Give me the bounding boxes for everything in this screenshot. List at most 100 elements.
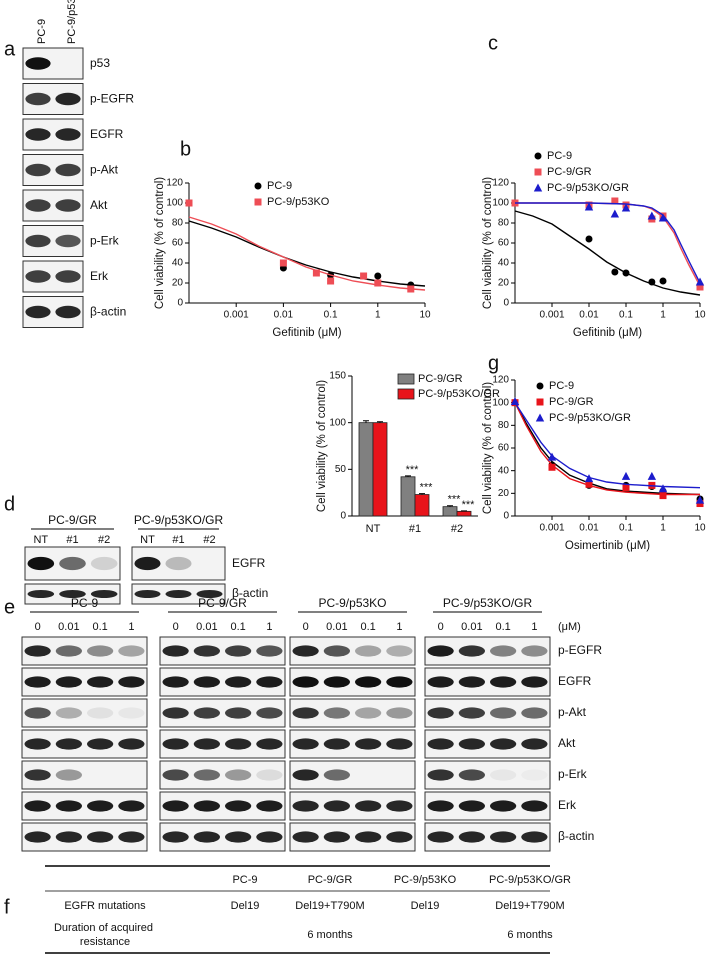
blot-band [521,831,548,843]
row-label: p-Akt [90,163,119,177]
blot-band [490,831,517,843]
legend-label: PC-9/p53KO [267,196,330,208]
group-label: PC-9/p53KO/GR [134,513,224,527]
blot-band [55,645,82,657]
x-tick-label: 1 [375,310,381,321]
x-tick-label: 0.01 [274,310,294,321]
table-cell: Del19 [411,900,440,912]
row-label: p-Erk [558,767,588,781]
row-label: EGFR [558,674,592,688]
error-bar [377,421,383,423]
blot-band [427,831,454,843]
blot-band [458,645,485,657]
fit-curve [514,402,701,489]
y-tick-label: 0 [503,511,509,522]
blot-band [458,769,485,781]
y-tick-label: 60 [498,238,510,249]
legend-swatch [397,388,415,400]
blot-band [27,556,55,571]
blot-band [162,831,189,843]
y-axis-label: Cell viability (% of control) [482,382,494,514]
marker [658,484,668,493]
blot-band [256,676,283,688]
error-bar [419,493,425,495]
marker [327,277,335,285]
blot-band [355,738,382,750]
dose-label: 0 [438,621,444,633]
blot-band [386,645,413,657]
y-tick-label: 50 [335,464,347,475]
row-header: EGFR mutations [64,900,146,912]
y-tick-label: 120 [492,375,509,386]
x-tick-label: 0.1 [619,523,633,534]
x-tick-label: 10 [419,310,431,321]
row-label: EGFR [232,556,266,570]
legend-marker [534,152,542,160]
row-label: β-actin [90,305,126,319]
row-label: Erk [90,269,109,283]
blot-band [193,831,220,843]
blot-band [59,590,86,598]
marker [585,235,593,243]
y-tick-label: 120 [166,178,183,189]
y-tick-label: 60 [172,238,184,249]
blot-band [427,676,454,688]
blot-band [458,800,485,812]
blot-band [225,738,252,750]
panel-label: a [4,38,16,60]
row-label: p53 [90,56,110,70]
blot-band [118,676,145,688]
blot-band [55,163,81,177]
dose-label: 1 [266,621,272,633]
blot-band [24,800,51,812]
blot-band [27,590,55,598]
marker [374,279,382,287]
blot-band [292,831,319,843]
blot-band [196,590,223,598]
marker [312,269,320,277]
marker [696,283,704,291]
x-axis-label: Gefitinib (μM) [573,327,642,339]
lane-label: PC-9 [36,19,48,44]
legend-label: PC-9 [547,150,572,162]
blot-band [118,707,145,719]
blot-band [193,707,220,719]
marker [621,471,631,480]
x-tick-label: 10 [694,523,706,534]
dose-label: 0.01 [461,621,482,633]
blot-band [427,707,454,719]
blot-band [386,738,413,750]
x-tick-label: 0.01 [579,310,599,321]
bar [400,476,416,517]
blot-band [458,738,485,750]
fit-curve [514,402,700,496]
y-tick-label: 100 [492,198,509,209]
blot-band [225,676,252,688]
marker [279,259,287,267]
blot-band [24,738,51,750]
blot-band [521,800,548,812]
dose-label: 1 [396,621,402,633]
y-tick-label: 80 [498,218,510,229]
blot-band [55,707,82,719]
blot-band [256,800,283,812]
marker [185,199,193,207]
legend-label: PC-9 [549,380,574,392]
blot-band [323,800,350,812]
blot-band [521,738,548,750]
legend-marker [533,183,543,192]
blot-band [193,769,220,781]
marker [622,484,630,492]
marker [647,471,657,480]
y-tick-label: 20 [172,278,184,289]
blot-band [292,707,319,719]
blot-band [55,831,82,843]
y-tick-label: 40 [498,465,510,476]
blot-band [355,707,382,719]
lane-label: PC-9/p53KO [66,0,78,44]
marker [648,278,656,286]
blot-band [292,738,319,750]
blot-band [162,800,189,812]
fit-curve [188,216,426,291]
